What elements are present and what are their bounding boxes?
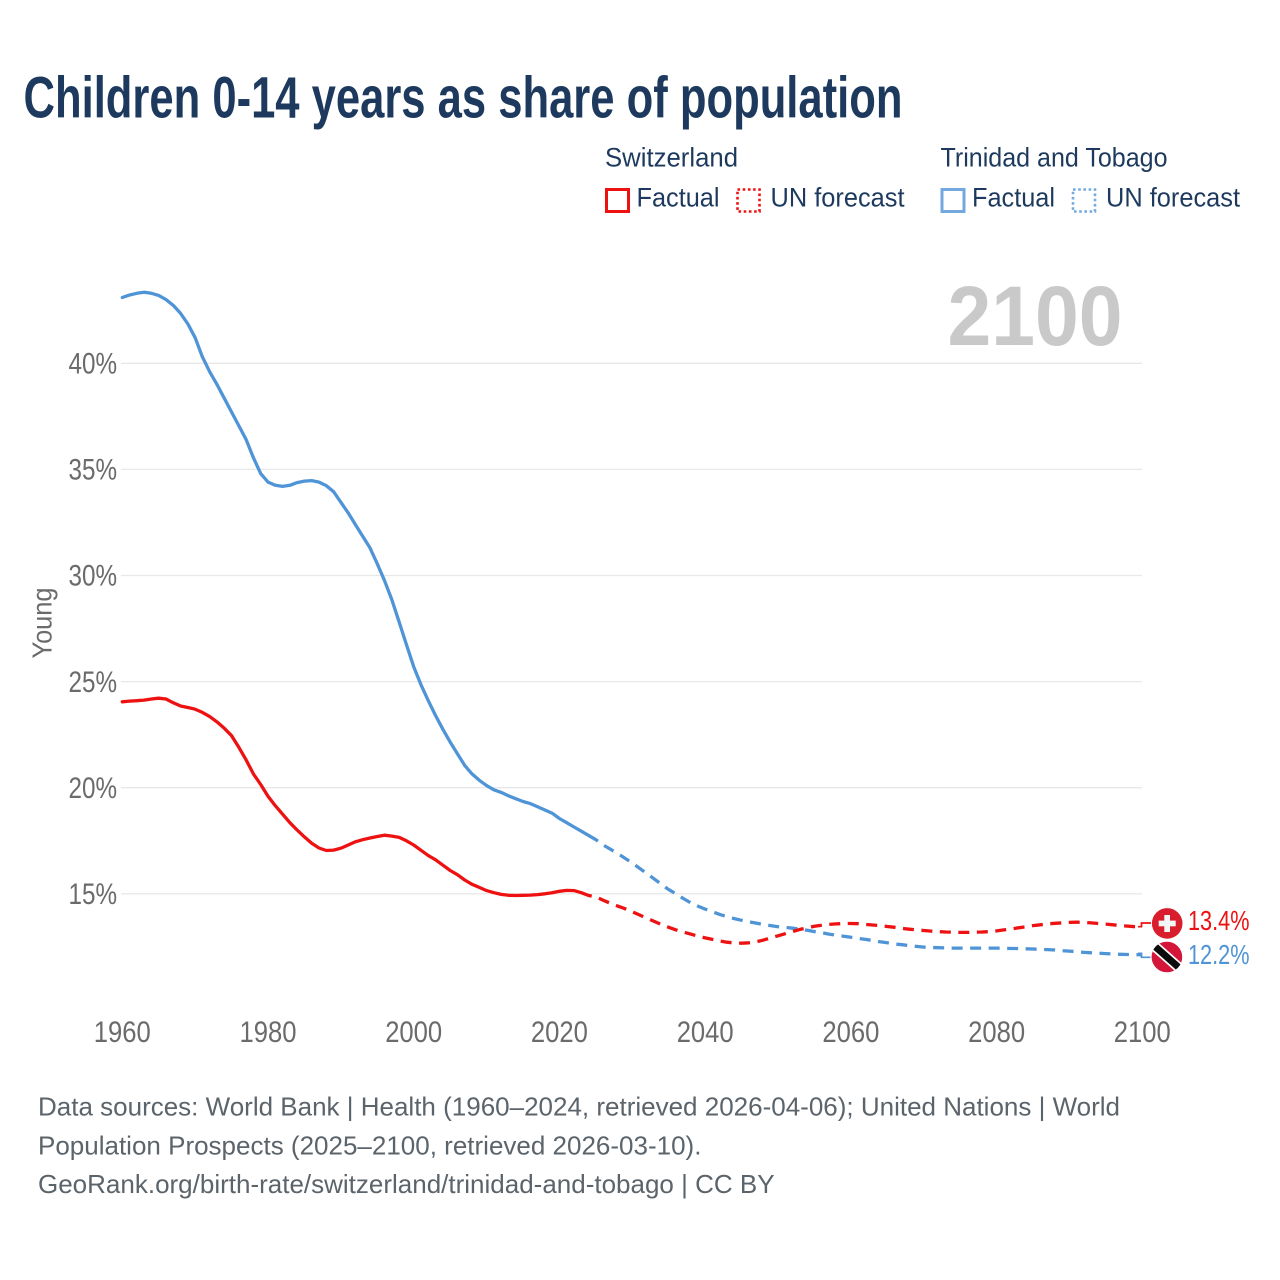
svg-text:Young: Young bbox=[27, 588, 58, 659]
svg-text:Switzerland: Switzerland bbox=[605, 143, 738, 173]
svg-text:25%: 25% bbox=[69, 666, 118, 699]
svg-text:Factual: Factual bbox=[637, 183, 720, 213]
svg-text:30%: 30% bbox=[69, 560, 118, 593]
svg-text:12.2%: 12.2% bbox=[1188, 939, 1250, 970]
svg-text:Trinidad and Tobago: Trinidad and Tobago bbox=[941, 143, 1168, 173]
svg-text:Factual: Factual bbox=[972, 183, 1055, 213]
svg-text:20%: 20% bbox=[69, 772, 118, 805]
svg-text:UN forecast: UN forecast bbox=[771, 183, 905, 213]
svg-text:Population Prospects (2025–210: Population Prospects (2025–2100, retriev… bbox=[38, 1131, 701, 1161]
svg-text:2080: 2080 bbox=[968, 1016, 1025, 1049]
svg-text:1960: 1960 bbox=[94, 1016, 151, 1049]
svg-text:2020: 2020 bbox=[531, 1016, 588, 1049]
svg-text:40%: 40% bbox=[69, 348, 118, 381]
svg-text:13.4%: 13.4% bbox=[1188, 905, 1250, 936]
svg-text:2100: 2100 bbox=[948, 269, 1123, 363]
svg-text:UN forecast: UN forecast bbox=[1106, 183, 1240, 213]
svg-text:35%: 35% bbox=[69, 454, 118, 487]
svg-text:15%: 15% bbox=[69, 878, 118, 911]
svg-text:2100: 2100 bbox=[1114, 1016, 1171, 1049]
svg-text:2000: 2000 bbox=[385, 1016, 442, 1049]
svg-text:Children 0-14 years as share o: Children 0-14 years as share of populati… bbox=[24, 66, 903, 131]
svg-text:GeoRank.org/birth-rate/switzer: GeoRank.org/birth-rate/switzerland/trini… bbox=[38, 1169, 775, 1199]
svg-text:2060: 2060 bbox=[822, 1016, 879, 1049]
svg-text:Data sources: World Bank | Hea: Data sources: World Bank | Health (1960–… bbox=[38, 1092, 1120, 1122]
svg-text:1980: 1980 bbox=[240, 1016, 297, 1049]
svg-text:2040: 2040 bbox=[677, 1016, 734, 1049]
